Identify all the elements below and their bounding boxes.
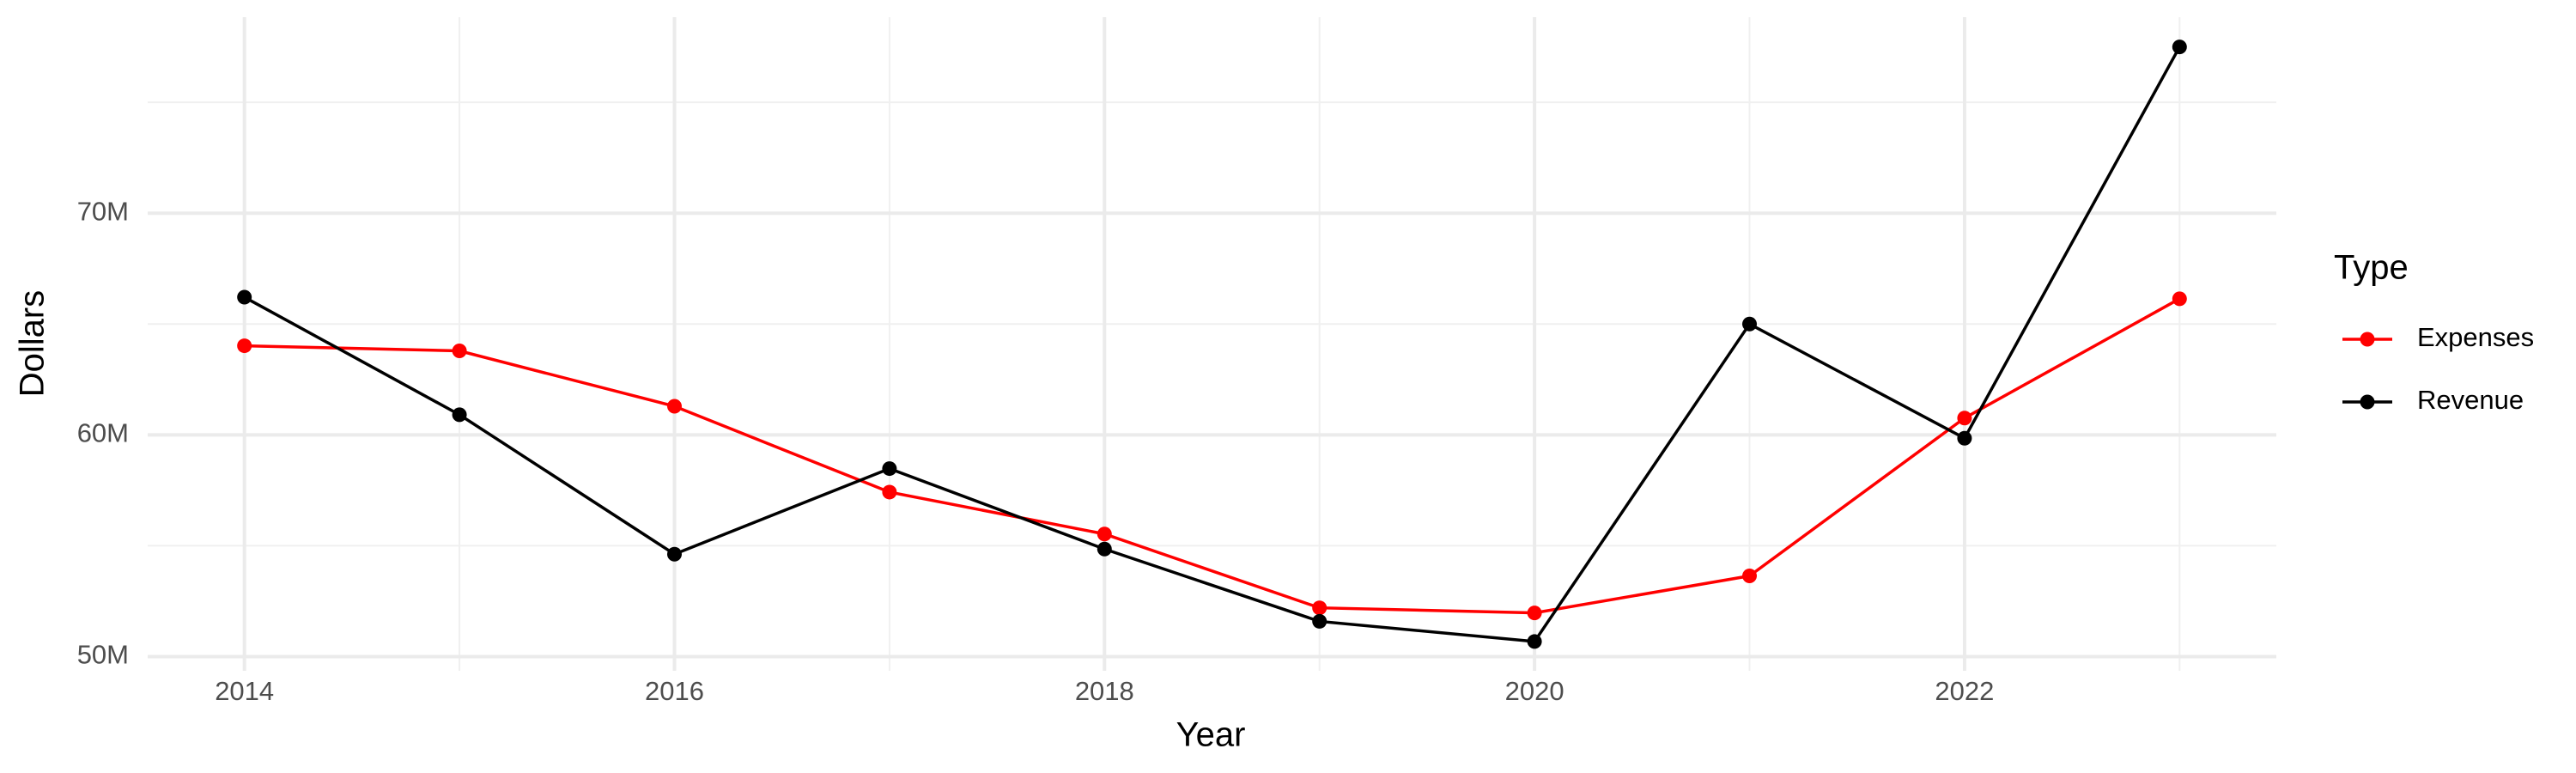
x-axis-title: Year (1176, 716, 1246, 754)
y-tick-label: 70M (77, 196, 129, 226)
data-point (2172, 291, 2187, 307)
data-point (2172, 40, 2187, 55)
x-tick-label: 2016 (645, 676, 704, 706)
data-point (1742, 569, 1758, 584)
data-point (1957, 430, 1972, 446)
data-point (1097, 541, 1112, 557)
data-point (1742, 316, 1758, 332)
data-point (452, 344, 467, 359)
data-point (237, 338, 252, 354)
data-point (237, 289, 252, 305)
series-line (243, 46, 2181, 643)
data-point (882, 484, 897, 500)
data-point (1312, 600, 1327, 616)
y-tick-label: 60M (77, 418, 129, 448)
data-point (1312, 613, 1327, 629)
x-tick-label: 2020 (1505, 676, 1564, 706)
data-point (1957, 411, 1972, 426)
legend-label: Expenses (2417, 322, 2534, 352)
y-axis-title: Dollars (14, 290, 52, 397)
legend-key-point (2360, 332, 2375, 347)
data-point (1527, 606, 1542, 621)
x-tick-label: 2018 (1075, 676, 1134, 706)
legend-title: Type (2334, 249, 2409, 287)
x-tick-label: 2022 (1935, 676, 1994, 706)
data-point (452, 407, 467, 423)
x-tick-label: 2014 (215, 676, 274, 706)
data-point (666, 546, 682, 562)
data-point (1097, 526, 1112, 542)
data-point (666, 399, 682, 414)
legend-label: Revenue (2417, 385, 2524, 415)
data-point (882, 461, 897, 477)
series-line (244, 297, 2181, 615)
y-tick-label: 50M (77, 640, 129, 670)
data-point (1527, 634, 1542, 649)
legend-key-point (2360, 394, 2375, 410)
